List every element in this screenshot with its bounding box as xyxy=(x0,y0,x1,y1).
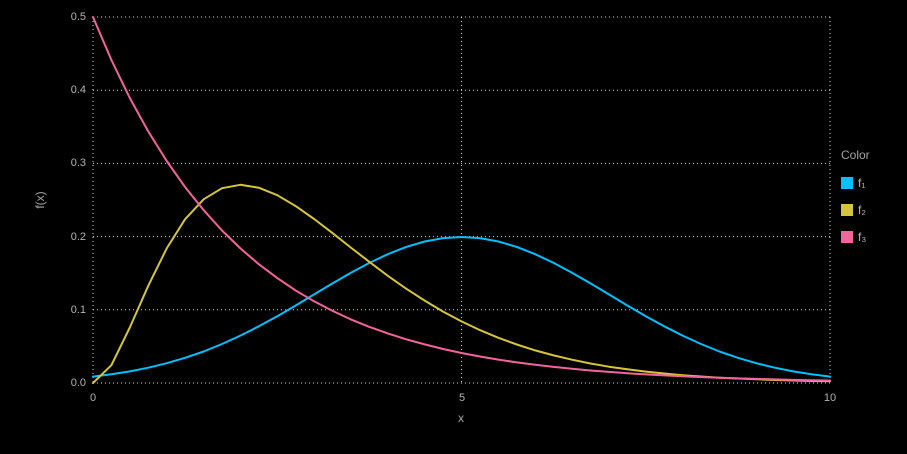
legend-item-label: f₂ xyxy=(858,203,866,217)
y-tick-label: 0.0 xyxy=(70,377,86,389)
x-tick-label: 10 xyxy=(823,392,837,404)
x-axis-title: x xyxy=(458,411,464,425)
x-tick-label: 0 xyxy=(89,392,97,404)
y-tick-label: 0.4 xyxy=(70,84,86,96)
legend-item-label: f₁ xyxy=(858,176,866,190)
legend: Color f₁ f₂ f₃ xyxy=(841,148,905,257)
y-tick-label: 0.2 xyxy=(70,231,86,243)
legend-item-label: f₃ xyxy=(858,230,867,244)
x-tick-label: 5 xyxy=(458,392,466,404)
legend-item: f₂ xyxy=(841,203,905,217)
legend-title: Color xyxy=(841,148,870,162)
y-tick-label: 0.1 xyxy=(70,304,86,316)
legend-swatch xyxy=(841,177,853,189)
legend-swatch xyxy=(841,204,853,216)
y-axis-title: f(x) xyxy=(33,191,47,209)
y-tick-label: 0.3 xyxy=(70,157,86,169)
y-tick-label: 0.5 xyxy=(70,11,86,23)
legend-item: f₁ xyxy=(841,176,905,190)
legend-swatch xyxy=(841,231,853,243)
legend-item: f₃ xyxy=(841,230,905,244)
